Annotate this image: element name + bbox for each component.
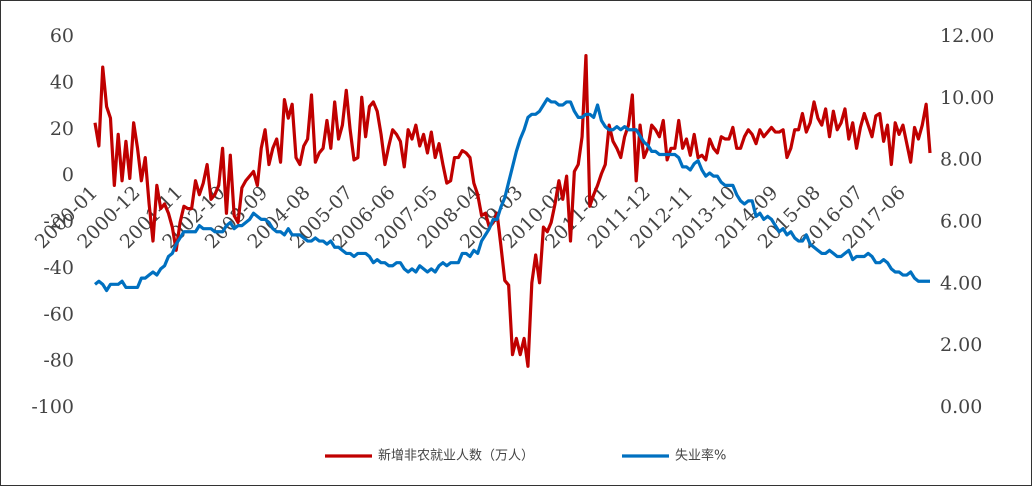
series-line [94,97,930,293]
y-tick-label: 0 [62,164,74,186]
y-tick-label: 60 [50,25,74,47]
y2-tick-label: 6.00 [940,211,982,233]
y2-tick-label: 8.00 [940,149,982,171]
y-tick-label: -20 [43,211,74,233]
y-tick-label: 20 [50,118,74,140]
y2-tick-label: 4.00 [940,272,982,294]
legend-label: 失业率% [675,448,726,464]
y-tick-label: -40 [43,257,74,279]
y-tick-label: -100 [31,396,74,418]
y2-tick-label: 10.00 [940,87,994,109]
series-line [93,53,932,368]
y-tick-label: 40 [50,71,74,93]
y-tick-label: -60 [43,303,74,325]
y2-tick-label: 2.00 [940,334,982,356]
legend-label: 新增非农就业人数（万人） [378,448,534,464]
y2-tick-label: 12.00 [940,25,994,47]
y-tick-label: -80 [43,350,74,372]
y2-tick-label: 0.00 [940,396,982,418]
